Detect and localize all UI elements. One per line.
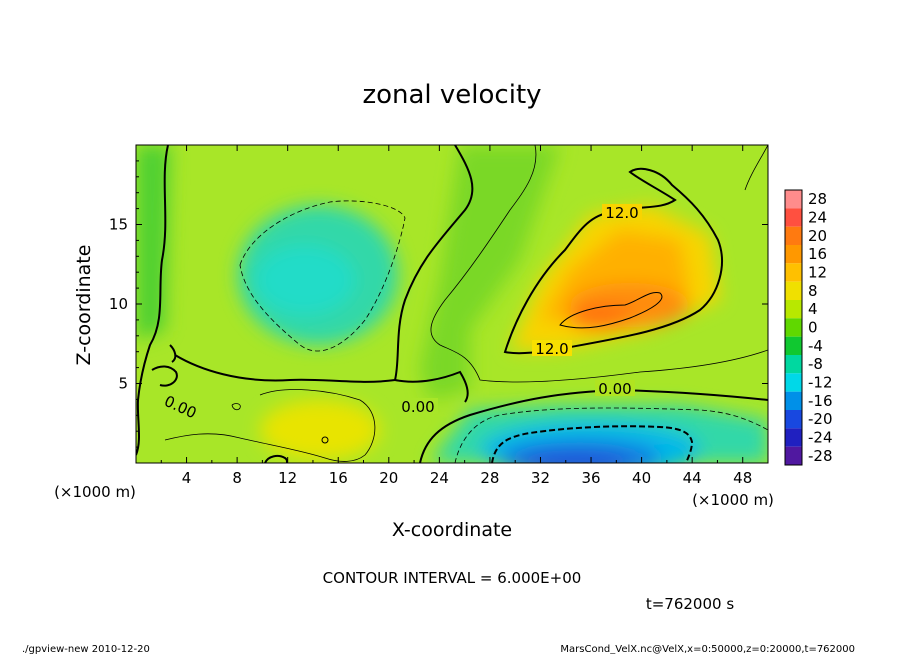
x-tick-label: 44 [683, 469, 702, 487]
colorbar-label: 4 [808, 300, 818, 318]
colorbar-label: 12 [808, 264, 827, 282]
contour-negative-lower [454, 407, 768, 463]
contour-label-0-middle: 0.00 [401, 398, 434, 416]
footer-left: ./gpview-new 2010-12-20 [22, 644, 150, 654]
colorbar-label: 16 [808, 245, 827, 263]
contour-interval-text: CONTOUR INTERVAL = 6.000E+00 [323, 569, 582, 587]
contour-zero-main [174, 145, 474, 383]
y-tick-label: 10 [109, 295, 128, 313]
colorbar-swatch [785, 300, 802, 319]
x-axis: 4 8 12 16 20 24 28 32 36 40 44 48 [160, 145, 752, 487]
colorbar-label: 28 [808, 190, 827, 208]
contour-zero-lower [419, 388, 768, 463]
x-unit-right: (×1000 m) [692, 491, 774, 509]
x-tick-label: 36 [581, 469, 600, 487]
contour-eighteen [559, 291, 663, 329]
colorbar-label: 20 [808, 227, 827, 245]
x-tick-label: 20 [379, 469, 398, 487]
field-surface-warm [260, 400, 380, 460]
x-tick-label: 40 [632, 469, 651, 487]
x-tick-label: 48 [733, 469, 752, 487]
x-tick-label: 12 [278, 469, 297, 487]
contour-negative-upper [239, 200, 406, 352]
x-tick-label: 32 [531, 469, 550, 487]
colorbar-frame [784, 189, 803, 466]
contour-label-0-right: 0.00 [598, 380, 631, 398]
colorbar-label: -24 [808, 429, 833, 447]
x-tick-label: 4 [182, 469, 192, 487]
contour-zero-left [136, 145, 169, 456]
contour-label-12-lower: 12.0 [535, 340, 568, 358]
colorbar-swatch [785, 318, 802, 337]
colorbar-label: -12 [808, 374, 833, 392]
x-axis-label: X-coordinate [392, 519, 512, 541]
colorbar-label: 0 [808, 319, 818, 337]
chart-title: zonal velocity [362, 80, 541, 110]
x-tick-label: 8 [232, 469, 242, 487]
colorbar-swatch [785, 336, 802, 355]
colorbar-label: 24 [808, 209, 827, 227]
colorbar-label: -4 [808, 337, 823, 355]
colorbar-swatch [785, 226, 802, 245]
contour-label-12-upper: 12.0 [605, 204, 638, 222]
contour-six [430, 145, 768, 383]
x-tick-label: 28 [480, 469, 499, 487]
colorbar-label: 8 [808, 282, 818, 300]
colorbar-label: -16 [808, 392, 833, 410]
colorbar-swatch [785, 446, 802, 465]
x-unit-left: (×1000 m) [54, 483, 136, 501]
colorbar-swatch [785, 428, 802, 447]
x-tick-label: 24 [430, 469, 449, 487]
colorbar-swatch [785, 190, 802, 209]
plot-area: 12.0 12.0 0.00 0.00 0.00 [136, 145, 768, 463]
x-tick-label: 16 [329, 469, 348, 487]
colorbar-swatch [785, 373, 802, 392]
colorbar-label: -28 [808, 447, 833, 465]
colorbar-swatch [785, 410, 802, 429]
contour-twelve [503, 167, 723, 355]
colorbar-swatch [785, 355, 802, 374]
y-tick-label: 5 [118, 375, 128, 393]
colorbar-label: -20 [808, 410, 833, 428]
colorbar-swatch [785, 391, 802, 410]
colorbar-swatch [785, 281, 802, 300]
y-tick-label: 15 [109, 216, 128, 234]
colorbar-label: -8 [808, 355, 823, 373]
time-label: t=762000 s [646, 595, 734, 613]
colorbar-swatch [785, 263, 802, 282]
y-axis: 5 10 15 [109, 160, 768, 448]
colorbar-swatch [785, 245, 802, 264]
colorbar-swatch [785, 208, 802, 227]
footer-right: MarsCond_VelX.nc@VelX,x=0:50000,z=0:2000… [560, 644, 855, 654]
contour-lines [136, 145, 768, 463]
y-axis-label: Z-coordinate [73, 245, 95, 366]
field-zero-band [136, 145, 170, 340]
